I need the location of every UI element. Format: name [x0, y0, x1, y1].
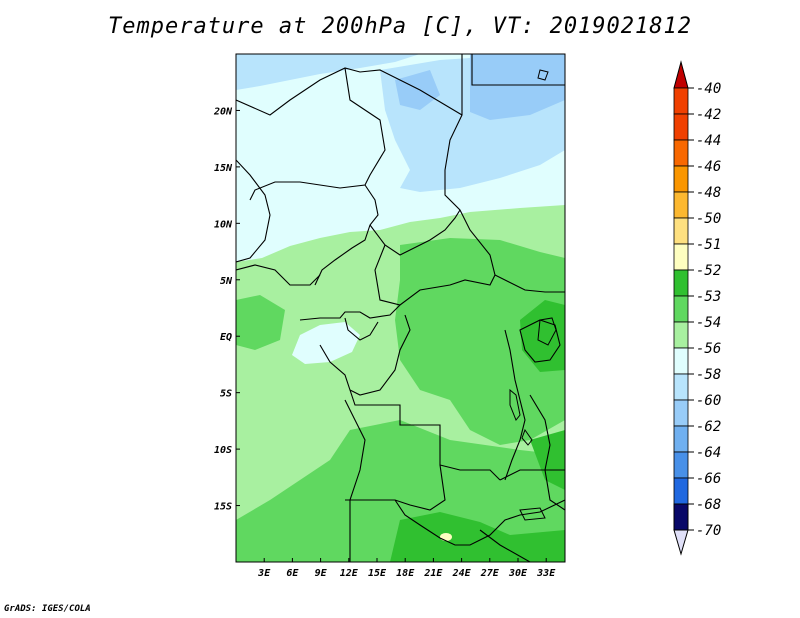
colorbar-label: -52 — [696, 263, 721, 279]
field-band-53-a — [395, 238, 565, 445]
colorbar-label: -68 — [696, 497, 721, 513]
colorbar-label: -66 — [696, 471, 721, 487]
colorbar-label: -51 — [696, 237, 721, 253]
colorbar-bottom-arrow — [673, 529, 689, 556]
colorbar-label: -40 — [696, 81, 721, 97]
lat-tick-label: 20N — [213, 106, 233, 117]
colorbar-top-arrow — [673, 60, 689, 89]
lat-tick-label: 15S — [214, 502, 232, 513]
colorbar-label: -62 — [696, 419, 721, 435]
colorbar-swatch — [673, 217, 689, 245]
latitude-axis: 20N 15N 10N 5N EQ 5S 10S 15S — [213, 106, 240, 513]
colorbar-swatch — [673, 191, 689, 219]
colorbar-bottom-swatch — [673, 503, 689, 531]
lon-tick-label: 3E — [257, 568, 271, 579]
colorbar-label: -44 — [696, 133, 721, 149]
colorbar-label: -58 — [696, 367, 721, 383]
lon-tick-label: 30E — [508, 568, 528, 579]
lat-tick-label: 15N — [214, 163, 233, 174]
colorbar-swatch — [673, 87, 689, 115]
field-band-51-spot — [440, 533, 452, 541]
colorbar-label: -53 — [696, 289, 721, 305]
map-frame — [235, 53, 566, 563]
footer-credit: GrADS: IGES/COLA — [4, 604, 91, 614]
colorbar-swatch — [673, 113, 689, 141]
colorbar-swatch — [673, 399, 689, 427]
colorbar-swatch — [673, 295, 689, 323]
colorbar-label: -50 — [696, 211, 721, 227]
lon-tick-label: 18E — [396, 568, 415, 579]
lat-tick-label: 5N — [220, 276, 233, 287]
colorbar-swatch — [673, 373, 689, 401]
lat-tick-label: 10N — [214, 219, 233, 230]
colorbar-label: -48 — [696, 185, 721, 201]
field-band-60-b — [395, 70, 440, 110]
lon-tick-label: 21E — [423, 568, 443, 579]
colorbar-swatch — [673, 451, 689, 479]
colorbar-swatch — [673, 425, 689, 453]
field-band-52-a — [390, 512, 565, 562]
field-band-58-a — [236, 54, 420, 90]
colorbar-label: -64 — [696, 445, 721, 461]
lon-tick-label: 27E — [480, 568, 500, 579]
colorbar-label: -56 — [696, 341, 721, 357]
lat-tick-label: 5S — [220, 389, 232, 400]
colorbar-swatch — [673, 139, 689, 167]
lon-tick-label: 33E — [536, 568, 556, 579]
colorbar-swatch — [673, 347, 689, 375]
lon-tick-label: 24E — [452, 568, 472, 579]
lat-tick-label: EQ — [220, 332, 232, 343]
colorbar-swatch — [673, 321, 689, 349]
colorbar-swatch — [673, 477, 689, 505]
lat-tick-label: 10S — [214, 445, 232, 456]
colorbar-label: -46 — [696, 159, 721, 175]
colorbar-swatch — [673, 165, 689, 193]
longitude-axis: 3E 6E 9E 12E 15E 18E 21E 24E 27E 30E 33E — [257, 558, 556, 579]
field-band-53-c — [236, 295, 285, 350]
colorbar-label: -70 — [696, 523, 721, 539]
colorbar-label: -54 — [696, 315, 721, 331]
lon-tick-label: 15E — [368, 568, 387, 579]
colorbar: -40 -42 -44 -46 -48 -50 -51 -52 -53 -54 -56 -58 -60 -… — [673, 60, 721, 556]
country-borders — [236, 54, 565, 562]
temperature-field — [236, 54, 565, 562]
lon-tick-label: 6E — [286, 568, 299, 579]
lakes — [509, 69, 557, 521]
lon-tick-label: 12E — [340, 568, 359, 579]
lon-tick-label: 9E — [315, 568, 328, 579]
colorbar-label: -60 — [696, 393, 721, 409]
colorbar-swatch — [673, 269, 689, 297]
colorbar-swatch — [673, 243, 689, 271]
field-band-56-patch — [292, 322, 360, 364]
colorbar-label: -42 — [696, 107, 721, 123]
map-title: Temperature at 200hPa [C], VT: 201902181… — [107, 14, 693, 39]
